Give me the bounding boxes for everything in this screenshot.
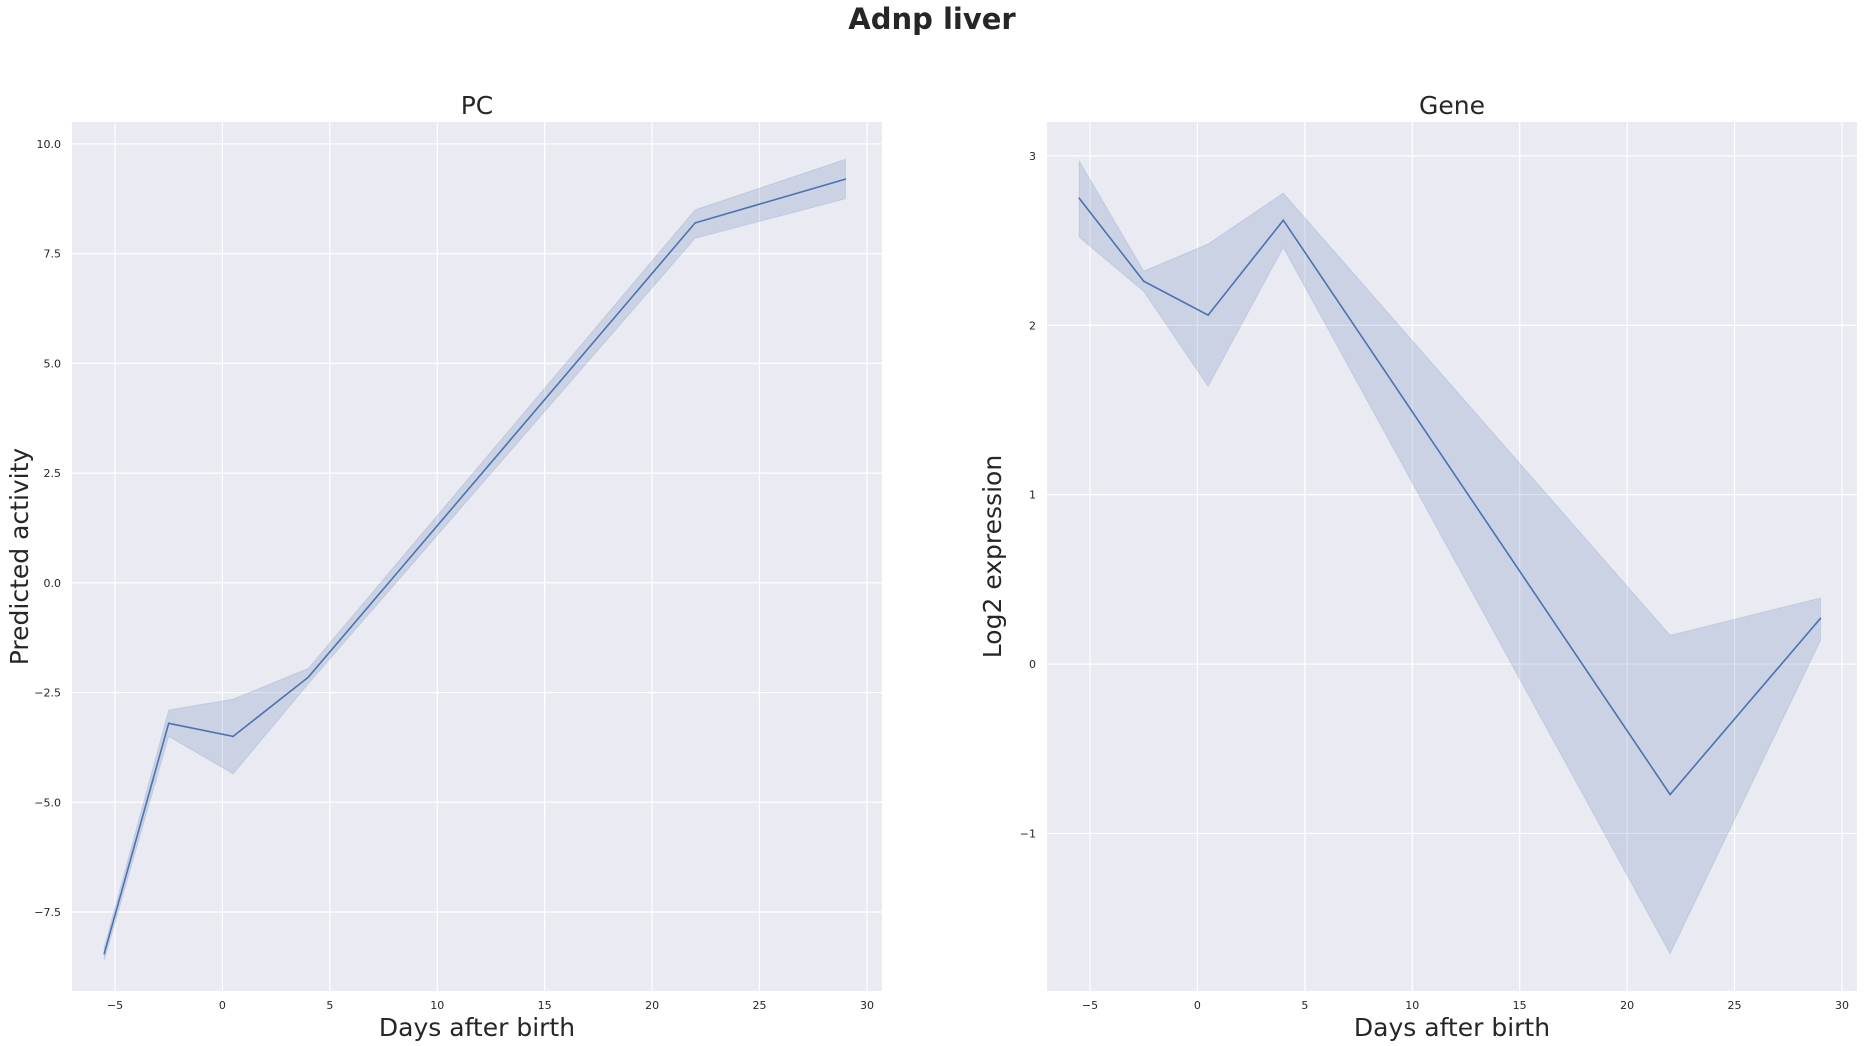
y-tick-label: 0.0	[44, 577, 62, 590]
x-axis-label: Days after birth	[1354, 1013, 1550, 1042]
y-tick-label: −7.5	[34, 906, 61, 919]
x-tick-label: 25	[1728, 999, 1742, 1012]
y-tick-label: 7.5	[44, 248, 62, 261]
data-point	[1819, 617, 1822, 620]
y-tick-label: 0	[1029, 658, 1036, 671]
y-tick-label: −1	[1020, 827, 1036, 840]
data-point	[1669, 793, 1671, 796]
data-point	[1142, 280, 1145, 283]
data-point	[103, 952, 106, 955]
x-tick-label: 10	[1405, 999, 1419, 1012]
figure-suptitle: Adnp liver	[848, 2, 1016, 36]
chart-title: PC	[461, 91, 494, 120]
x-tick-label: 20	[1620, 999, 1634, 1012]
series-line	[1078, 197, 1822, 796]
data-point	[1282, 219, 1285, 222]
y-tick-label: 1	[1029, 489, 1036, 502]
x-tick-label: 5	[1301, 999, 1308, 1012]
y-axis-label: Predicted activity	[5, 448, 34, 666]
plot-area	[1047, 122, 1857, 991]
y-tick-label: 2	[1029, 319, 1036, 332]
y-tick-label: −2.5	[34, 687, 61, 700]
series-line	[103, 178, 846, 954]
x-tick-label: −5	[107, 999, 123, 1012]
confidence-band	[103, 158, 846, 961]
data-point	[694, 222, 696, 224]
y-tick-label: −5.0	[34, 796, 61, 809]
x-tick-label: 0	[219, 999, 226, 1012]
data-point	[1207, 314, 1209, 316]
chart-panel-gene: −5 0 5 10 15 20 25 30 −1 0 1 2 3 Gene Days after birth…	[978, 91, 1857, 1042]
x-tick-label: 15	[538, 999, 552, 1012]
chart-title: Gene	[1419, 91, 1485, 120]
x-tick-label: 5	[326, 999, 333, 1012]
y-axis-label: Log2 expression	[978, 455, 1007, 658]
x-tick-label: 0	[1194, 999, 1201, 1012]
x-tick-label: 15	[1513, 999, 1527, 1012]
confidence-band	[1078, 159, 1821, 955]
data-point	[844, 178, 847, 180]
x-tick-label: −5	[1082, 999, 1098, 1012]
y-tick-label: 2.5	[44, 467, 62, 480]
x-tick-label: 30	[860, 999, 874, 1012]
plot-area	[72, 122, 882, 991]
x-axis-label: Days after birth	[379, 1013, 575, 1042]
data-point	[167, 722, 170, 725]
data-point	[307, 676, 310, 678]
data-point	[1078, 197, 1081, 200]
chart-panel-pc: −5 0 5 10 15 20 25 30 −7.5 −5.0 −2.5 0.0 2.5 5.0 7.5 10…	[5, 91, 882, 1042]
y-tick-label: 3	[1029, 150, 1036, 163]
y-tick-label: 5.0	[44, 357, 62, 370]
x-tick-label: 20	[645, 999, 659, 1012]
y-tick-label: 10.0	[37, 138, 62, 151]
x-tick-label: 10	[430, 999, 444, 1012]
x-tick-label: 30	[1835, 999, 1849, 1012]
data-point	[232, 735, 234, 738]
x-tick-label: 25	[753, 999, 767, 1012]
